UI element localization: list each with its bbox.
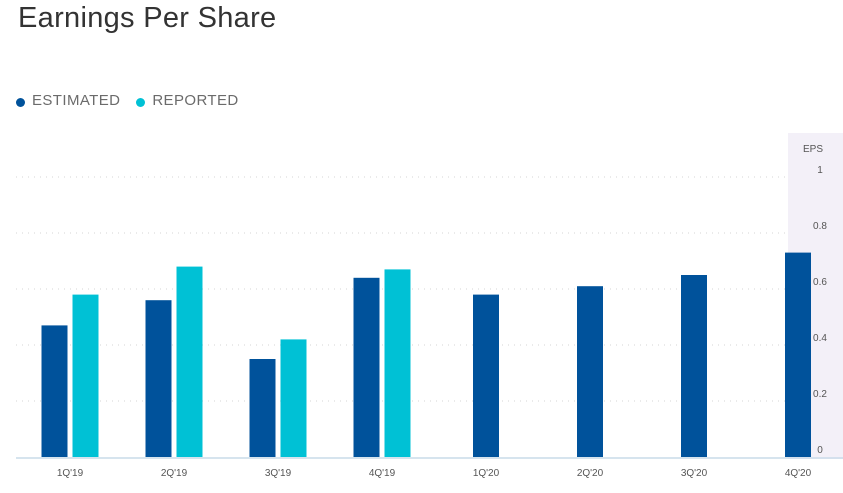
x-tick-label: 4Q'19 [369,468,396,479]
bar-estimated [785,252,811,457]
y-axis-title: EPS [803,144,823,155]
bar-estimated [145,300,172,457]
y-tick-label: 0.4 [813,333,827,344]
x-tick-label: 3Q'19 [265,468,292,479]
chart-title: Earnings Per Share [18,2,277,34]
x-tick-label: 4Q'20 [785,468,812,479]
bar-estimated [473,294,499,457]
y-tick-label: 0 [817,445,823,456]
bar-estimated [249,359,276,457]
legend-label-estimated: ESTIMATED [32,92,121,109]
bar-reported [72,294,99,457]
legend: ESTIMATED REPORTED [16,92,255,109]
legend-item-reported[interactable]: REPORTED [136,92,238,109]
y-tick-label: 0.2 [813,389,827,400]
legend-label-reported: REPORTED [152,92,239,109]
x-tick-label: 3Q'20 [681,468,708,479]
bar-reported [176,266,203,457]
y-tick-label: 0.6 [813,277,827,288]
legend-item-estimated[interactable]: ESTIMATED [16,92,120,109]
x-tick-label: 2Q'20 [577,468,604,479]
x-tick-label: 1Q'20 [473,468,500,479]
bar-estimated [353,277,380,457]
y-tick-label: 0.8 [813,221,827,232]
legend-marker-estimated [16,98,25,107]
legend-marker-reported [136,98,146,107]
bar-estimated [41,325,68,457]
bar-estimated [577,286,603,457]
bar-estimated [681,275,707,457]
bar-reported [384,269,411,457]
x-tick-label: 2Q'19 [161,468,188,479]
y-tick-label: 1 [817,165,823,176]
bar-reported [280,339,307,457]
x-tick-label: 1Q'19 [57,468,84,479]
